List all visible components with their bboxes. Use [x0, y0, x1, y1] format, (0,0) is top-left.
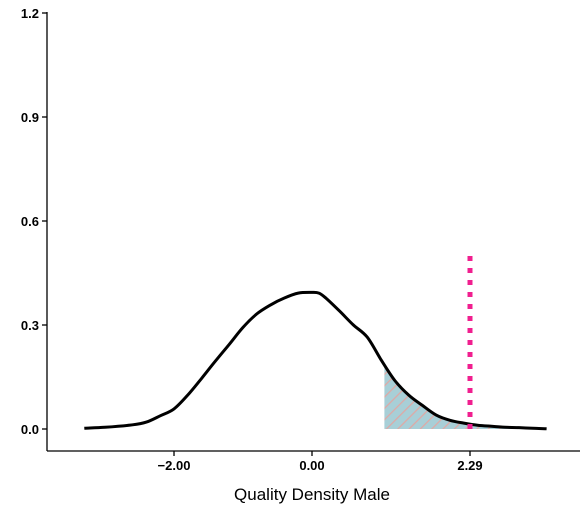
density-curve	[84, 290, 547, 431]
y-tick-label: 0.9	[21, 110, 39, 125]
x-axis-ticks: −2.00 0.00 2.29	[158, 451, 483, 473]
y-tick-label: 0.6	[21, 214, 39, 229]
y-tick-label: 0.0	[21, 422, 39, 437]
y-axis-ticks: 0.0 0.3 0.6 0.9 1.2	[21, 6, 47, 437]
x-tick-label: 2.29	[457, 458, 482, 473]
y-tick-label: 1.2	[21, 6, 39, 21]
x-axis-title: Quality Density Male	[234, 485, 390, 504]
x-tick-label: 0.00	[299, 458, 324, 473]
shaded-tail-area	[384, 364, 516, 429]
x-tick-label: −2.00	[158, 458, 191, 473]
y-tick-label: 0.3	[21, 318, 39, 333]
